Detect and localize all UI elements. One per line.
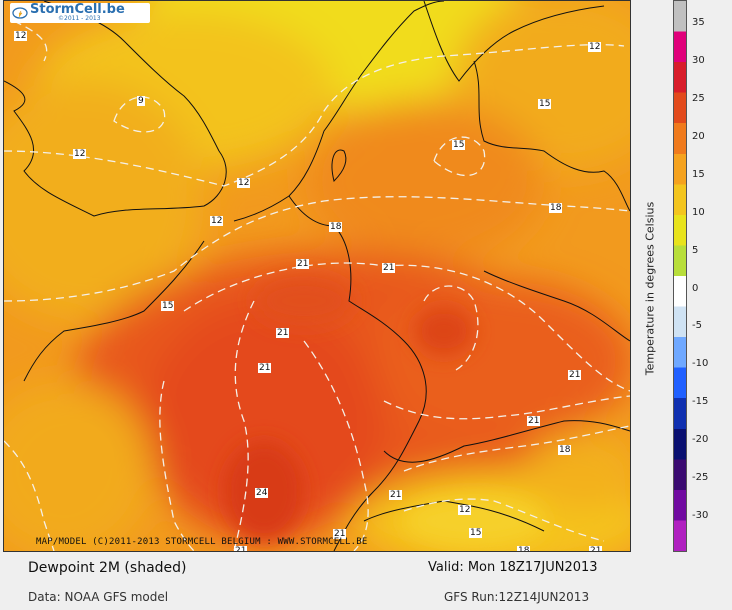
isoline-label: 15 — [538, 99, 552, 109]
field-title: Dewpoint 2M (shaded) — [28, 560, 187, 576]
logo-years: ©2011 - 2013 — [58, 15, 101, 22]
colorbar-tick: 10 — [692, 207, 705, 218]
isolines — [4, 20, 630, 551]
cloud-icon — [12, 7, 28, 19]
isoline-label: 15 — [161, 301, 175, 311]
valid-time: Valid: Mon 18Z17JUN2013 — [428, 560, 598, 575]
isoline-label: 12 — [458, 505, 472, 515]
colorbar — [673, 0, 687, 552]
isoline-label: 21 — [333, 529, 347, 539]
isoline-label: 18 — [329, 222, 343, 232]
isoline-label: 21 — [389, 490, 403, 500]
isoline-label: 21 — [527, 416, 541, 426]
isoline-label: 21 — [296, 259, 310, 269]
colorbar-tick: -10 — [692, 358, 709, 369]
isoline-label: 12 — [588, 42, 602, 52]
colorbar-tick: -25 — [692, 472, 709, 483]
isoline-label: 9 — [137, 96, 145, 106]
colorbar-unit-label: Temperature in degrees Celsius — [643, 201, 657, 376]
isoline-label: 21 — [258, 363, 272, 373]
logo-brand: StormCell.be — [30, 2, 125, 17]
model-run: GFS Run:12Z14JUN2013 — [444, 590, 590, 604]
colorbar-tick: 20 — [692, 131, 705, 142]
isoline-label: 12 — [210, 216, 224, 226]
isoline-label: 15 — [469, 528, 483, 538]
isoline-label: 21 — [382, 263, 396, 273]
map-canvas — [4, 1, 630, 551]
colorbar-tick: 5 — [692, 245, 699, 256]
data-source: Data: NOAA GFS model — [28, 590, 169, 604]
isoline-label: 12 — [237, 178, 251, 188]
isoline-label: 24 — [255, 488, 269, 498]
isoline-label: 15 — [452, 140, 466, 150]
isoline-label: 18 — [517, 546, 531, 552]
colorbar-tick: 25 — [692, 93, 705, 104]
map-credit: MAP/MODEL (C)2011-2013 STORMCELL BELGIUM… — [36, 537, 368, 547]
colorbar-tick: -5 — [692, 320, 702, 331]
isoline-label: 21 — [234, 546, 248, 552]
isoline-label: 21 — [568, 370, 582, 380]
isoline-label: 21 — [589, 546, 603, 552]
stormcell-logo: StormCell.be ©2011 - 2013 — [10, 2, 150, 23]
dewpoint-map: StormCell.be ©2011 - 2013 12 9 12 12 12 … — [3, 0, 631, 552]
isoline-label: 12 — [73, 149, 87, 159]
isoline-label: 18 — [558, 445, 572, 455]
colorbar-tick: -15 — [692, 396, 709, 407]
isoline-label: 21 — [276, 328, 290, 338]
isoline-label: 12 — [14, 31, 28, 41]
colorbar-tick: 30 — [692, 55, 705, 66]
isoline-label: 18 — [549, 203, 563, 213]
colorbar-tick: 35 — [692, 17, 705, 28]
colorbar-tick: 0 — [692, 283, 699, 294]
colorbar-tick: -20 — [692, 434, 709, 445]
colorbar-tick: -30 — [692, 510, 709, 521]
colorbar-tick: 15 — [692, 169, 705, 180]
